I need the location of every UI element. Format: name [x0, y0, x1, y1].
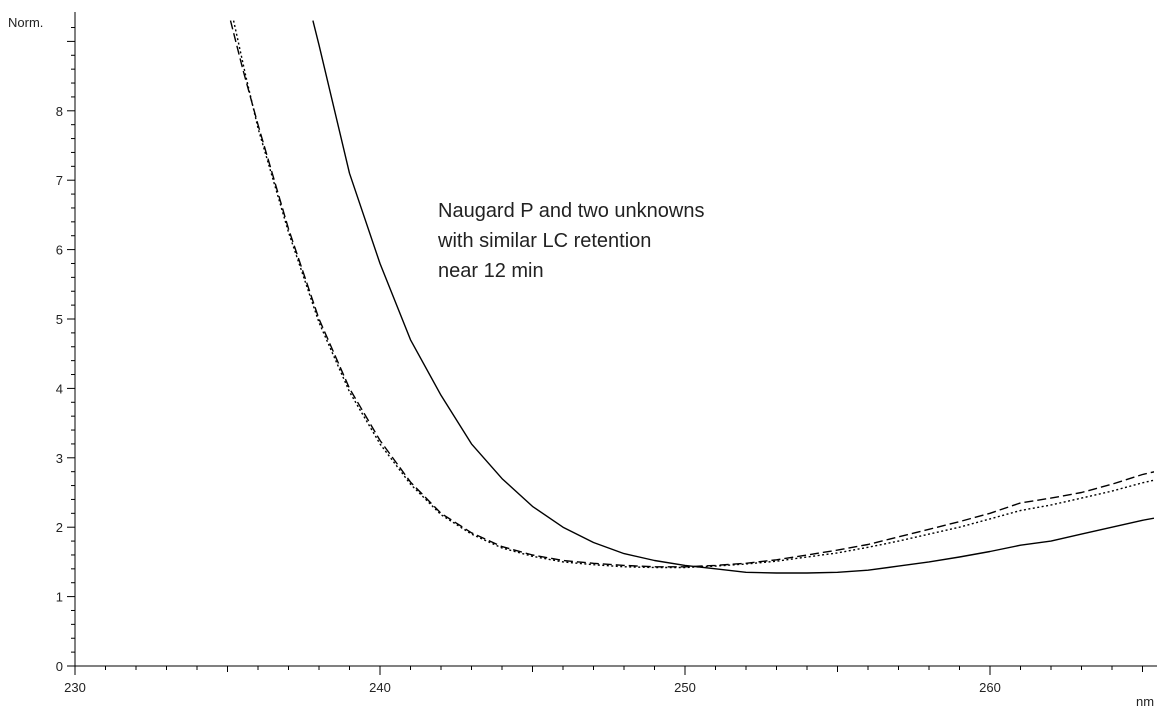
annotation-line-3: near 12 min	[438, 260, 544, 282]
y-tick-label: 5	[56, 312, 63, 327]
y-tick-label: 8	[56, 104, 63, 119]
x-tick-label: 250	[674, 680, 696, 695]
x-axis-label: nm	[1136, 694, 1154, 709]
y-tick-label: 6	[56, 243, 63, 258]
y-tick-label: 1	[56, 590, 63, 605]
annotation-line-2: with similar LC retention	[438, 230, 652, 252]
y-tick-label: 4	[56, 381, 63, 396]
chart-annotation: Naugard P and two unknowns with similar …	[438, 196, 704, 286]
series-line-solid	[312, 20, 1154, 574]
x-tick-label: 240	[369, 680, 391, 695]
y-tick-label: 7	[56, 173, 63, 188]
y-tick-label: 0	[56, 659, 63, 674]
annotation-line-1: Naugard P and two unknowns	[438, 200, 705, 222]
series-line-dashed	[229, 20, 1154, 568]
axes: 012345678230240250260270280290	[56, 12, 1157, 695]
y-tick-label: 3	[56, 451, 63, 466]
series-line-dotted	[232, 20, 1154, 569]
y-axis-label: Norm.	[8, 15, 43, 30]
x-tick-label: 260	[979, 680, 1001, 695]
plot-area	[229, 20, 1154, 574]
x-tick-label: 230	[64, 680, 86, 695]
y-tick-label: 2	[56, 520, 63, 535]
